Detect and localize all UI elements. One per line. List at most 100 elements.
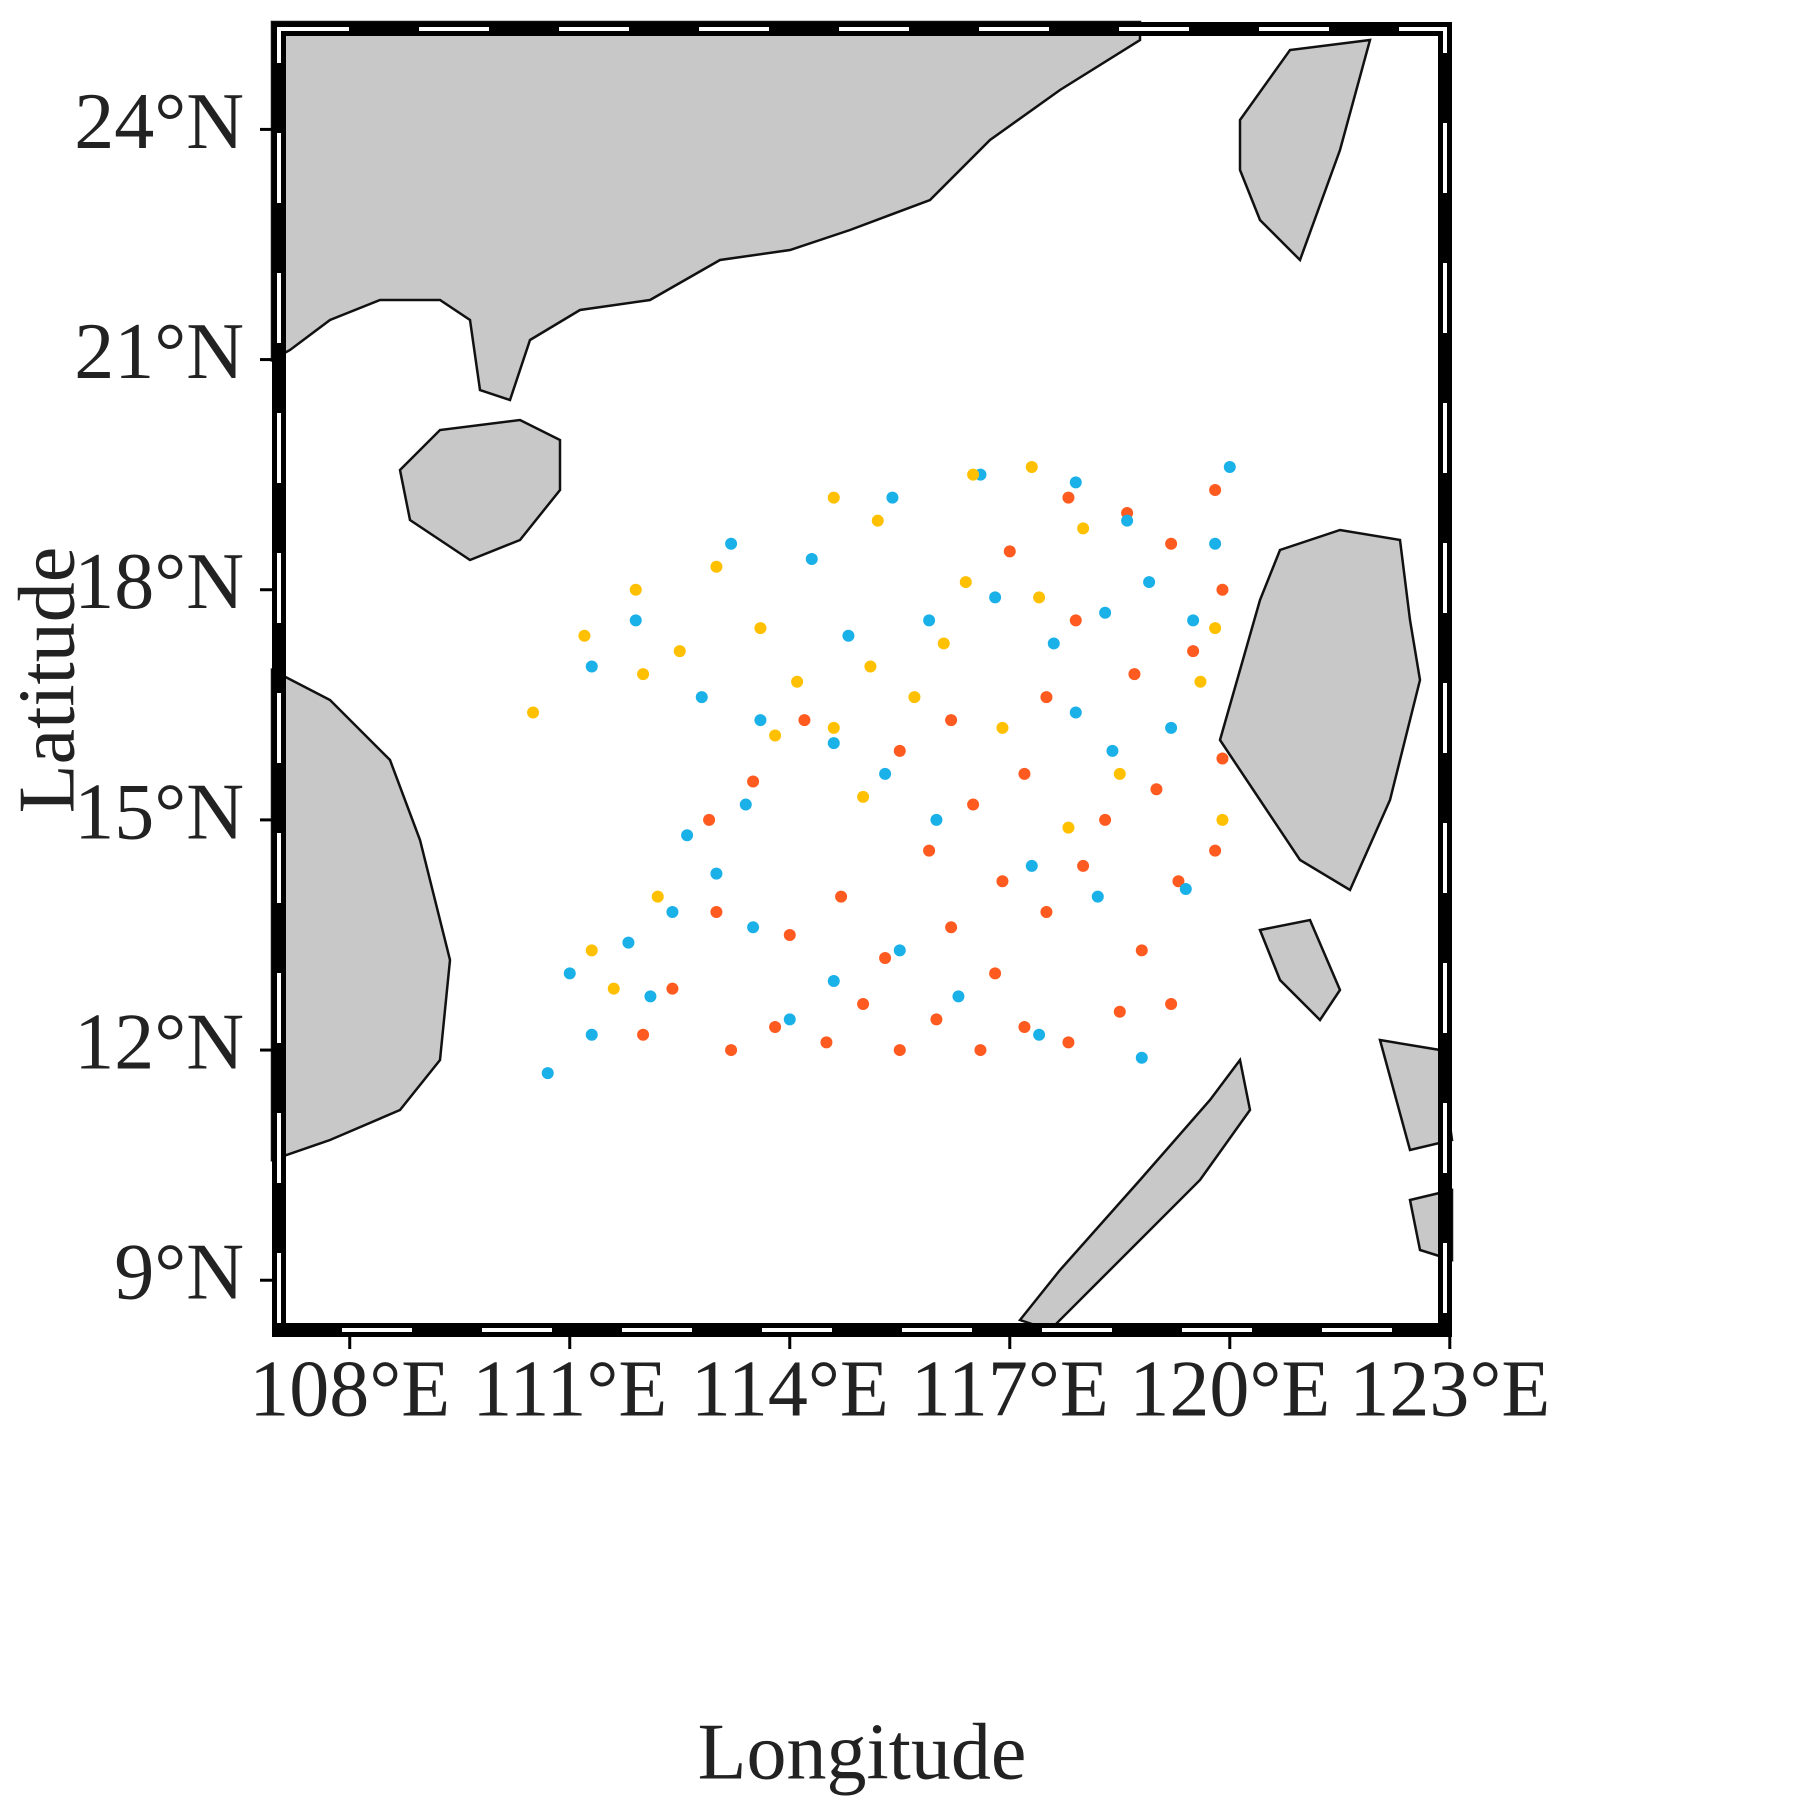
point (1135, 944, 1148, 957)
point (930, 813, 943, 826)
point (923, 844, 936, 857)
y-tick-label: 12°N (74, 998, 244, 1086)
point (974, 1044, 987, 1057)
point (754, 622, 767, 635)
point (1069, 614, 1082, 627)
point (1099, 606, 1112, 619)
point (930, 1013, 943, 1026)
point (798, 714, 811, 727)
point (563, 967, 576, 980)
point (871, 514, 884, 527)
point (651, 890, 664, 903)
point (1150, 783, 1163, 796)
point (1069, 476, 1082, 489)
y-tick-label: 15°N (74, 768, 244, 856)
point (996, 721, 1009, 734)
point (1187, 614, 1200, 627)
point (1209, 844, 1222, 857)
point (1216, 752, 1229, 765)
point (1179, 882, 1192, 895)
point (769, 729, 782, 742)
point (989, 591, 1002, 604)
point (710, 905, 723, 918)
x-tick-label: 108°E (249, 1345, 450, 1433)
mindoro (1258, 918, 1342, 1022)
point (1062, 1036, 1075, 1049)
point (710, 560, 723, 573)
point (527, 706, 540, 719)
x-axis-label: Longitude (698, 1708, 1027, 1796)
point (923, 614, 936, 627)
point (1128, 668, 1141, 681)
y-tick-label: 18°N (74, 538, 244, 626)
point (739, 798, 752, 811)
point (1209, 622, 1222, 635)
point (783, 928, 796, 941)
point (805, 553, 818, 566)
point (908, 691, 921, 704)
y-tick-label: 9°N (114, 1229, 244, 1317)
point (607, 982, 620, 995)
point (1062, 821, 1075, 834)
point (629, 583, 642, 596)
vietnam (270, 667, 452, 1162)
point (820, 1036, 833, 1049)
point (1165, 721, 1178, 734)
point (1099, 813, 1112, 826)
china-coast (270, 20, 1142, 402)
point (1077, 859, 1090, 872)
point (989, 967, 1002, 980)
point (967, 468, 980, 481)
point (578, 629, 591, 642)
frame-pattern (277, 27, 1447, 1332)
point (1003, 545, 1016, 558)
point (1018, 767, 1031, 780)
point (1047, 637, 1060, 650)
point (1223, 460, 1236, 473)
point (1121, 514, 1134, 527)
point (967, 798, 980, 811)
point (1165, 998, 1178, 1011)
point (710, 867, 723, 880)
point (893, 744, 906, 757)
point (1062, 491, 1075, 504)
point (827, 737, 840, 750)
point (1165, 537, 1178, 550)
point (666, 982, 679, 995)
point (1113, 767, 1126, 780)
point (827, 491, 840, 504)
point (996, 875, 1009, 888)
point (1216, 583, 1229, 596)
luzon (1218, 528, 1422, 892)
point (637, 668, 650, 681)
point (695, 691, 708, 704)
point (1033, 591, 1046, 604)
point (725, 1044, 738, 1057)
point (703, 813, 716, 826)
point (835, 890, 848, 903)
point (1187, 645, 1200, 658)
point (827, 975, 840, 988)
point (1040, 905, 1053, 918)
point (791, 675, 804, 688)
point (864, 660, 877, 673)
point (1106, 744, 1119, 757)
point (769, 1021, 782, 1034)
point (725, 537, 738, 550)
point (1143, 576, 1156, 589)
y-tick-label: 24°N (74, 78, 244, 166)
point (585, 660, 598, 673)
point (541, 1067, 554, 1080)
point (747, 775, 760, 788)
point (585, 1028, 598, 1041)
point (1209, 537, 1222, 550)
point (673, 645, 686, 658)
point (1018, 1021, 1031, 1034)
point (886, 491, 899, 504)
point (842, 629, 855, 642)
x-tick-label: 111°E (472, 1345, 667, 1433)
point (827, 721, 840, 734)
point (666, 905, 679, 918)
point (1135, 1051, 1148, 1064)
point (945, 714, 958, 727)
